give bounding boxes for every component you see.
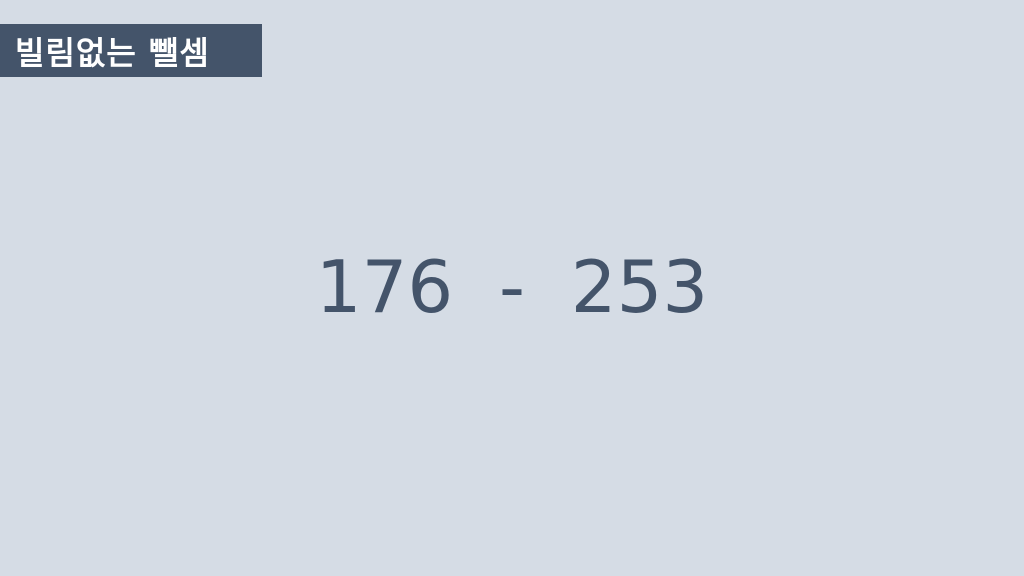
title-banner: 빌림없는 뺄셈 <box>0 24 262 77</box>
right-operand: 253 <box>570 245 709 329</box>
left-operand: 176 <box>315 245 454 329</box>
subtraction-problem: 176 - 253 <box>0 245 1024 329</box>
minus-operator: - <box>499 245 525 329</box>
slide-title: 빌림없는 뺄셈 <box>15 33 210 72</box>
